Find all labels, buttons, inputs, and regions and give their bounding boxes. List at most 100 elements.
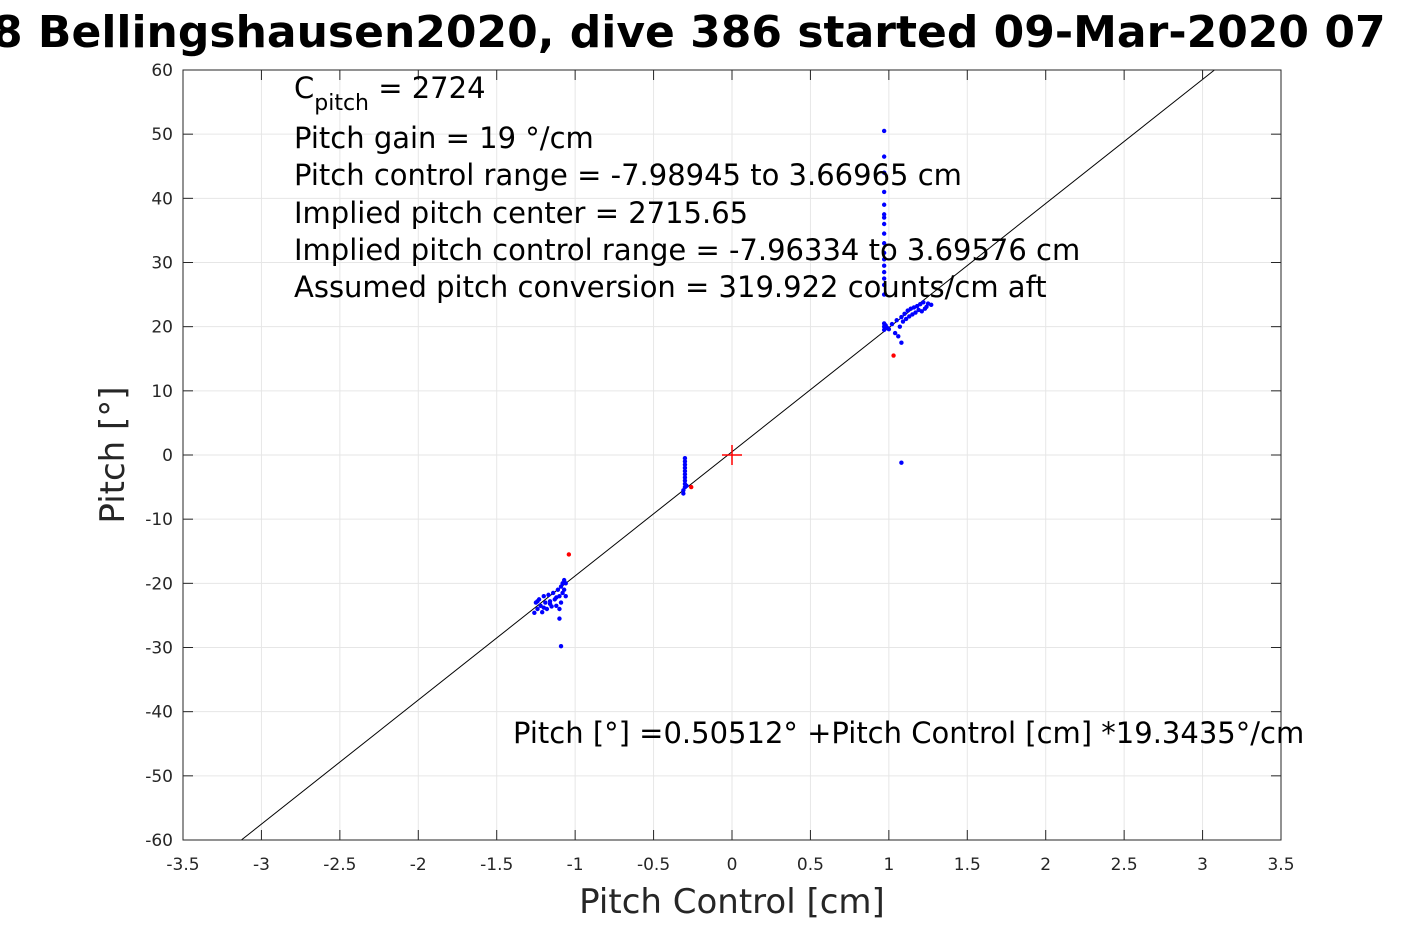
y-tick-label: 30 bbox=[151, 254, 173, 274]
data-point bbox=[913, 310, 918, 315]
x-tick-label: -1.5 bbox=[480, 855, 513, 875]
x-tick-label: -0.5 bbox=[637, 855, 670, 875]
data-point bbox=[881, 170, 887, 175]
data-point bbox=[532, 610, 537, 616]
annotation-pitch-gain: Pitch gain = 19 °/cm bbox=[294, 121, 594, 155]
y-tick-label: 0 bbox=[162, 446, 173, 466]
data-point bbox=[881, 276, 887, 281]
data-point bbox=[881, 263, 887, 268]
data-point bbox=[682, 475, 688, 480]
data-point bbox=[557, 606, 562, 612]
x-tick-label: 1 bbox=[883, 855, 894, 875]
data-point bbox=[892, 330, 898, 336]
data-point bbox=[881, 215, 887, 220]
data-point bbox=[881, 231, 887, 236]
y-tick-label: 40 bbox=[151, 189, 173, 209]
x-tick-label: -2 bbox=[410, 855, 427, 875]
data-point bbox=[894, 318, 899, 323]
cpitch-value: = 2724 bbox=[369, 71, 486, 105]
data-point bbox=[881, 269, 887, 275]
x-tick-label: 2.5 bbox=[1111, 855, 1138, 875]
x-tick-label: 1.5 bbox=[954, 855, 981, 875]
y-axis-label: Pitch [°] bbox=[93, 386, 133, 523]
data-point bbox=[681, 491, 686, 496]
y-tick-label: 50 bbox=[151, 125, 173, 145]
data-point bbox=[689, 484, 694, 490]
annotation-pitch-conversion: Assumed pitch conversion = 319.922 count… bbox=[294, 270, 1047, 304]
data-point bbox=[558, 600, 564, 605]
data-point bbox=[899, 460, 904, 465]
data-point bbox=[682, 456, 688, 461]
data-point bbox=[897, 324, 903, 329]
data-point bbox=[881, 241, 887, 246]
y-tick-label: 60 bbox=[151, 61, 173, 81]
cpitch-symbol: C bbox=[294, 71, 314, 105]
annotation-cpitch: Cpitch = 2724 bbox=[294, 71, 486, 116]
data-point bbox=[550, 590, 556, 596]
data-point bbox=[881, 257, 887, 262]
x-tick-label: 3.5 bbox=[1267, 855, 1294, 875]
annotation-pitch-center: Implied pitch center = 2715.65 bbox=[294, 196, 748, 230]
data-point bbox=[535, 599, 540, 604]
annotation-control-range: Pitch control range = -7.98945 to 3.6696… bbox=[294, 158, 962, 192]
x-tick-label: -1 bbox=[567, 855, 584, 875]
cpitch-subscript: pitch bbox=[314, 91, 369, 116]
data-point bbox=[558, 644, 564, 649]
data-point bbox=[557, 616, 562, 621]
data-point bbox=[919, 309, 924, 314]
x-tick-label: -3 bbox=[253, 855, 270, 875]
series-group bbox=[532, 128, 934, 649]
data-point bbox=[881, 221, 887, 227]
y-tick-label: 20 bbox=[151, 318, 173, 338]
x-tick-label: 0.5 bbox=[797, 855, 824, 875]
data-point bbox=[881, 250, 887, 256]
x-tick-label: 0 bbox=[727, 855, 738, 875]
data-point bbox=[881, 282, 887, 288]
data-point bbox=[682, 465, 688, 471]
annotation-fit-equation: Pitch [°] =0.50512° +Pitch Control [cm] … bbox=[513, 716, 1304, 750]
y-tick-label: -40 bbox=[145, 703, 173, 723]
data-point bbox=[541, 605, 546, 610]
chart-title: 8 Bellingshausen2020, dive 386 started 0… bbox=[0, 7, 1386, 58]
data-point bbox=[535, 606, 540, 612]
x-tick-label: -2.5 bbox=[323, 855, 356, 875]
data-point bbox=[881, 128, 887, 134]
data-point bbox=[563, 581, 568, 586]
data-point bbox=[554, 603, 559, 608]
data-point bbox=[682, 459, 688, 464]
data-point bbox=[903, 316, 909, 322]
data-point bbox=[889, 321, 895, 327]
data-point bbox=[899, 314, 904, 320]
data-point bbox=[684, 483, 689, 488]
data-point bbox=[881, 202, 887, 207]
data-point bbox=[886, 327, 892, 332]
data-point bbox=[682, 472, 688, 477]
data-point bbox=[555, 587, 561, 592]
data-point bbox=[540, 610, 545, 615]
data-point bbox=[546, 592, 551, 598]
axis-ticks: -3.5 -3 -2.5 -2 -1.5 -1 -0.5 0 0.5 1 1.5 2 2.5 3 3.5 -6… bbox=[145, 61, 1294, 875]
y-tick-label: -20 bbox=[145, 574, 173, 594]
data-point bbox=[547, 601, 553, 607]
y-tick-label: -30 bbox=[145, 639, 173, 659]
data-point bbox=[543, 600, 548, 605]
data-point bbox=[902, 311, 907, 317]
x-tick-label: 2 bbox=[1040, 855, 1051, 875]
series-2 bbox=[566, 353, 896, 557]
data-point bbox=[896, 334, 901, 339]
x-axis-label: Pitch Control [cm] bbox=[579, 882, 885, 922]
data-point bbox=[899, 340, 904, 345]
data-point bbox=[881, 154, 887, 159]
data-point bbox=[541, 593, 546, 599]
data-point bbox=[682, 468, 688, 474]
data-point bbox=[566, 552, 572, 557]
data-point bbox=[929, 302, 934, 308]
data-point bbox=[881, 212, 887, 217]
data-point bbox=[881, 189, 887, 195]
center-marker-group bbox=[722, 445, 742, 465]
annotation-implied-range: Implied pitch control range = -7.96334 t… bbox=[294, 233, 1080, 267]
data-point bbox=[682, 462, 688, 467]
y-tick-label: -50 bbox=[145, 767, 173, 787]
y-tick-label: -60 bbox=[145, 831, 173, 851]
